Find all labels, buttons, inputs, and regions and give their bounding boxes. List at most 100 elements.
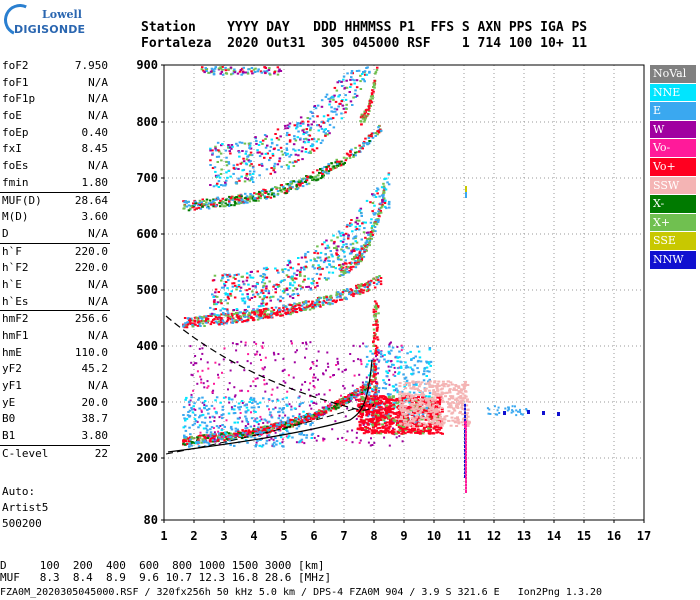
- echo-point: [362, 342, 365, 345]
- param-value: N/A: [88, 277, 108, 291]
- echo-point: [311, 305, 314, 308]
- param-row: yF2 45.2: [0, 361, 110, 378]
- echo-point: [365, 418, 369, 421]
- echo-point: [204, 427, 208, 430]
- echo-point: [342, 75, 346, 78]
- echo-point: [344, 94, 347, 97]
- echo-point: [239, 286, 243, 289]
- echo-point: [365, 199, 369, 202]
- echo-point: [251, 285, 255, 288]
- echo-point: [440, 410, 444, 413]
- echo-point: [412, 383, 415, 386]
- echo-point: [213, 440, 216, 443]
- echo-point: [330, 253, 333, 256]
- echo-point: [345, 243, 348, 246]
- echo-point: [358, 424, 362, 427]
- param-value: 220.0: [74, 261, 108, 275]
- echo-point: [360, 257, 364, 260]
- echo-point: [368, 391, 371, 394]
- echo-point: [374, 401, 378, 404]
- echo-point: [226, 308, 229, 311]
- echo-point: [241, 320, 244, 323]
- echo-point: [237, 317, 240, 320]
- echo-point: [183, 425, 187, 428]
- echo-point: [285, 435, 288, 438]
- echo-point: [326, 120, 330, 122]
- echo-point: [366, 283, 369, 286]
- echo-point: [265, 296, 269, 299]
- echo-point: [382, 379, 385, 382]
- echo-point: [186, 317, 190, 320]
- echo-point: [213, 303, 216, 306]
- echo-point: [347, 234, 350, 237]
- echo-point: [304, 150, 308, 153]
- x-tick-label: 6: [310, 529, 317, 543]
- echo-point: [339, 234, 343, 237]
- echo-point: [297, 180, 301, 183]
- echo-point: [266, 425, 269, 428]
- param-value: N/A: [88, 75, 108, 89]
- echo-point: [396, 356, 400, 359]
- echo-point: [430, 415, 434, 418]
- echo-point: [190, 205, 194, 208]
- echo-point: [217, 155, 221, 158]
- echo-point: [315, 140, 318, 143]
- echo-point: [395, 355, 398, 358]
- echo-point: [289, 295, 292, 298]
- echo-point: [341, 104, 344, 107]
- echo-point: [243, 435, 247, 438]
- echo-point: [286, 404, 289, 407]
- echo-layer: [182, 66, 560, 493]
- echo-point: [183, 417, 186, 420]
- param-label: foF1: [2, 75, 29, 89]
- param-row: h`F 220.0: [0, 244, 110, 261]
- echo-point: [205, 315, 208, 318]
- echo-point: [364, 383, 367, 386]
- echo-point: [366, 423, 370, 426]
- echo-point: [233, 198, 237, 201]
- echo-point: [268, 426, 272, 429]
- echo-point: [213, 201, 216, 204]
- echo-point: [374, 222, 377, 225]
- echo-point: [285, 287, 289, 290]
- echo-point: [288, 435, 291, 438]
- echo-point: [383, 436, 386, 439]
- echo-point: [214, 399, 217, 402]
- echo-point: [242, 202, 246, 205]
- echo-point: [269, 196, 273, 199]
- echo-point: [223, 308, 227, 311]
- echo-point: [191, 325, 195, 328]
- echo-point: [263, 195, 266, 198]
- param-row: yE 20.0: [0, 395, 110, 412]
- echo-point: [247, 154, 251, 157]
- echo-point: [298, 433, 301, 436]
- echo-point: [274, 406, 277, 409]
- echo-point: [330, 106, 333, 109]
- echo-point: [259, 291, 263, 294]
- echo-point: [287, 421, 290, 423]
- echo-point: [304, 255, 307, 258]
- echo-point: [214, 199, 217, 201]
- echo-point: [331, 95, 334, 98]
- echo-point: [342, 78, 345, 81]
- echo-point: [362, 255, 366, 258]
- echo-point: [310, 176, 314, 179]
- echo-point: [380, 194, 384, 197]
- echo-point: [225, 156, 228, 159]
- echo-point: [227, 432, 231, 435]
- echo-point: [348, 266, 351, 269]
- echo-point: [247, 283, 250, 286]
- echo-point: [278, 160, 281, 163]
- echo-point: [372, 369, 376, 371]
- echo-point: [264, 309, 267, 312]
- param-label: foEp: [2, 125, 29, 139]
- echo-point: [255, 342, 258, 345]
- echo-point: [372, 405, 376, 408]
- echo-point: [381, 414, 385, 417]
- echo-point: [315, 402, 318, 405]
- echo-point: [291, 310, 295, 313]
- echo-point: [221, 277, 224, 280]
- echo-point: [321, 139, 324, 142]
- echo-point: [207, 442, 211, 445]
- echo-point: [226, 287, 229, 290]
